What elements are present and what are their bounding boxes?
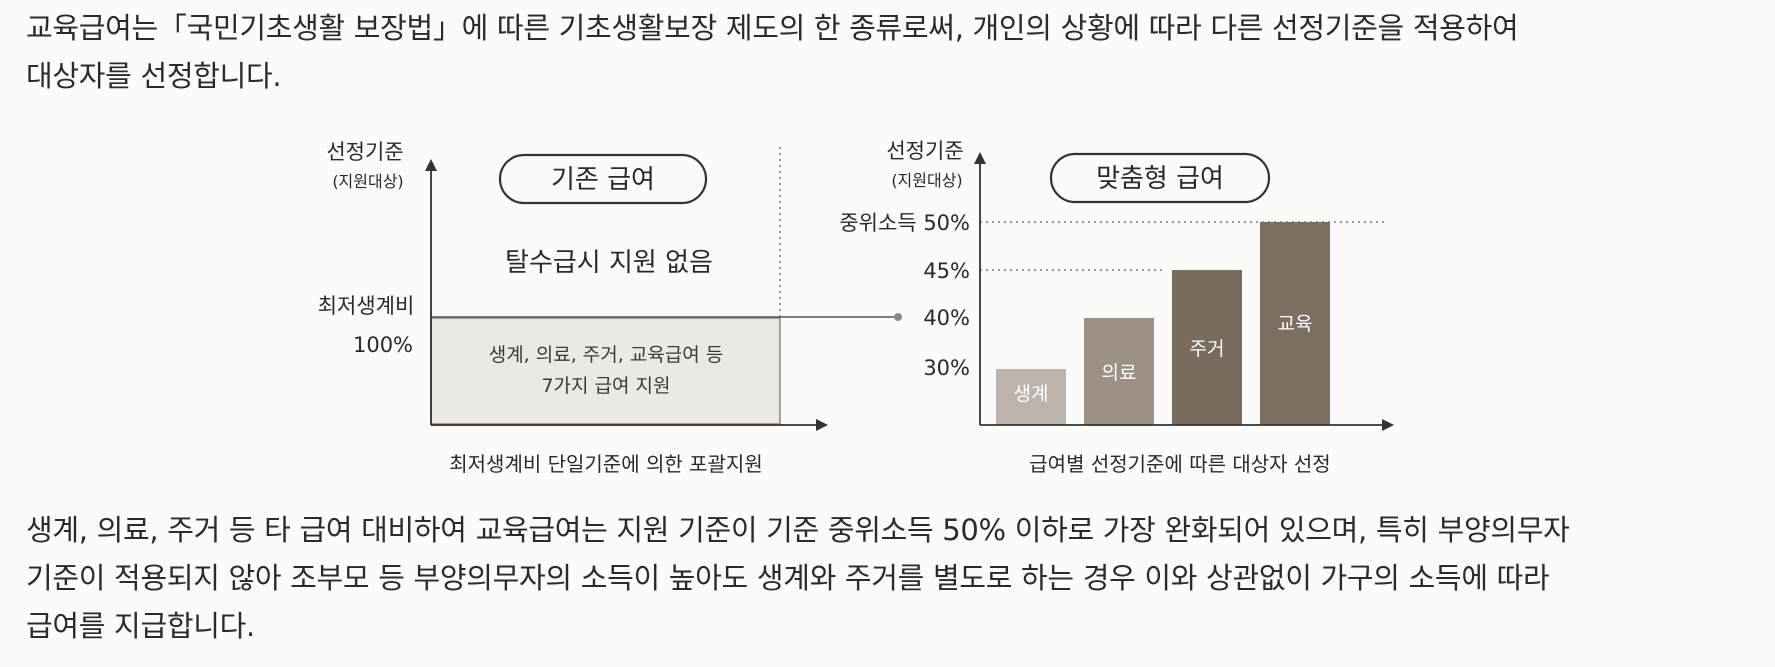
body-paragraph: 생계, 의료, 주거 등 타 급여 대비하여 교육급여는 지원 기준이 기준 중… — [26, 506, 1756, 650]
bar-label-2: 주거 — [1190, 338, 1225, 360]
bar-label-3: 교육 — [1278, 313, 1313, 335]
bar-0 — [996, 369, 1066, 425]
left-support-box — [430, 317, 781, 425]
right-tick-30: 30% — [923, 356, 970, 380]
left-title-pill — [498, 153, 708, 205]
bar-3 — [1260, 222, 1330, 425]
right-x-caption: 급여별 선정기준에 따른 대상자 선정 — [1029, 452, 1330, 476]
left-x-caption: 최저생계비 단일기준에 의한 포괄지원 — [449, 452, 762, 476]
intro-line: 교육급여는「국민기초생활 보장법」에 따른 기초생활보장 제도의 한 종류로써,… — [26, 11, 1519, 45]
left-y-sublabel: (지원대상) — [332, 172, 403, 191]
left-box-text-line1: 생계, 의료, 주거, 교육급여 등 — [489, 344, 724, 366]
bar-label-0: 생계 — [1014, 383, 1049, 405]
right-y-sublabel: (지원대상) — [891, 171, 962, 190]
right-tick-50: 중위소득 50% — [839, 211, 970, 235]
bar-2 — [1172, 270, 1242, 425]
right-bars: 생계 의료 주거 교육 — [996, 222, 1330, 425]
intro-paragraph: 교육급여는「국민기초생활 보장법」에 따른 기초생활보장 제도의 한 종류로써,… — [26, 4, 1756, 100]
right-tick-40: 40% — [923, 306, 970, 330]
intro-line: 대상자를 선정합니다. — [26, 59, 282, 93]
body-line: 생계, 의료, 주거 등 타 급여 대비하여 교육급여는 지원 기준이 기준 중… — [26, 513, 1570, 547]
left-chart-title: 기존 급여 — [551, 165, 655, 195]
right-y-label: 선정기준 — [886, 139, 963, 163]
right-chart: 생계 의료 주거 교육 맞춤형 급여 선정기준 (지원대상) 중위소득 50% 45%… — [839, 139, 1394, 476]
right-title-pill — [1049, 152, 1271, 204]
left-threshold-value: 100% — [353, 333, 413, 357]
right-tick-45: 45% — [923, 259, 970, 283]
bar-label-1: 의료 — [1102, 362, 1137, 384]
left-no-support-text: 탈수급시 지원 없음 — [505, 248, 713, 278]
right-chart-title: 맞춤형 급여 — [1096, 164, 1224, 194]
threshold-connector-dot — [894, 313, 902, 321]
left-box-text-line2: 7가지 급여 지원 — [541, 375, 670, 397]
bar-1 — [1084, 318, 1154, 425]
left-chart: 기존 급여 선정기준 (지원대상) 탈수급시 지원 없음 최저생계비 100% … — [318, 140, 902, 476]
body-line: 급여를 지급합니다. — [26, 609, 255, 643]
left-threshold-label: 최저생계비 — [318, 294, 415, 318]
body-line: 기준이 적용되지 않아 조부모 등 부양의무자의 소득이 높아도 생계와 주거를… — [26, 561, 1550, 595]
left-y-label: 선정기준 — [326, 140, 403, 164]
